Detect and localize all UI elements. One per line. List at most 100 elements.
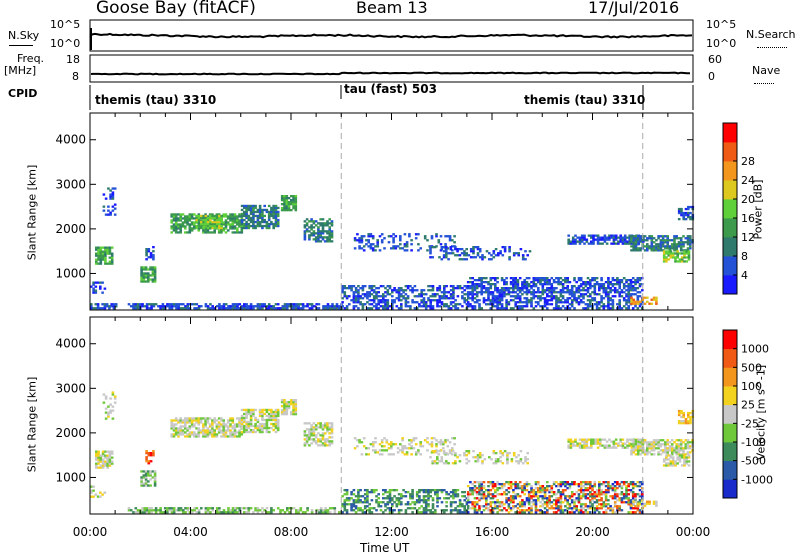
echo-cell	[523, 501, 526, 503]
echo-cell	[591, 279, 594, 281]
echo-cell	[331, 426, 334, 428]
echo-cell	[101, 303, 104, 305]
echo-cell	[200, 221, 203, 223]
echo-cell	[562, 509, 565, 511]
echo-cell	[617, 237, 620, 239]
echo-cell	[548, 497, 551, 499]
echo-cell	[406, 241, 409, 243]
echo-cell	[250, 507, 253, 509]
echo-cell	[574, 441, 577, 443]
echo-cell	[447, 462, 450, 464]
echo-cell	[673, 241, 676, 243]
echo-cell	[182, 213, 185, 215]
echo-cell	[109, 257, 112, 259]
echo-cell	[454, 495, 457, 497]
echo-cell	[469, 487, 472, 489]
echo-cell	[576, 443, 579, 445]
echo-cell	[355, 301, 358, 303]
echo-cell	[494, 287, 497, 289]
echo-cell	[630, 237, 633, 239]
echo-cell	[268, 303, 271, 305]
echo-cell	[432, 499, 435, 501]
echo-cell	[95, 465, 98, 467]
echo-cell	[366, 295, 369, 297]
echo-cell	[494, 507, 497, 509]
echo-cell	[499, 303, 502, 305]
echo-cell	[530, 485, 533, 487]
echo-cell	[445, 452, 448, 454]
echo-cell	[170, 423, 173, 425]
echo-cell	[261, 303, 264, 305]
echo-cell	[391, 503, 394, 505]
echo-cell	[609, 299, 612, 301]
echo-cell	[295, 305, 298, 307]
echo-cell	[682, 243, 685, 245]
echo-cell	[222, 423, 225, 425]
echo-cell	[612, 497, 615, 499]
echo-cell	[277, 419, 280, 421]
echo-cell	[578, 501, 581, 503]
echo-cell	[582, 489, 585, 491]
echo-cell	[613, 241, 616, 243]
echo-cell	[445, 295, 448, 297]
echo-cell	[612, 307, 615, 309]
echo-cell	[594, 297, 597, 299]
echo-cell	[214, 227, 217, 229]
echo-cell	[434, 509, 437, 511]
echo-cell	[523, 305, 526, 307]
echo-cell	[107, 416, 110, 418]
echo-cell	[535, 305, 538, 307]
echo-cell	[310, 228, 313, 230]
echo-cell	[168, 307, 171, 309]
echo-cell	[580, 497, 583, 499]
echo-cell	[227, 221, 230, 223]
echo-cell	[252, 307, 255, 309]
echo-cell	[497, 254, 500, 256]
echo-cell	[319, 434, 322, 436]
echo-cell	[300, 307, 303, 309]
echo-cell	[268, 217, 271, 219]
echo-cell	[371, 303, 374, 305]
echo-cell	[281, 203, 284, 205]
echo-cell	[539, 283, 542, 285]
echo-cell	[517, 287, 520, 289]
echo-cell	[443, 289, 446, 291]
echo-cell	[189, 431, 192, 433]
echo-cell	[154, 478, 157, 480]
echo-cell	[634, 493, 637, 495]
echo-cell	[601, 243, 604, 245]
echo-cell	[420, 299, 423, 301]
echo-cell	[259, 223, 262, 225]
echo-cell	[487, 481, 490, 483]
echo-cell	[398, 511, 401, 513]
echo-cell	[357, 299, 360, 301]
echo-cell	[447, 258, 450, 260]
echo-cell	[243, 431, 246, 433]
echo-cell	[143, 474, 146, 476]
echo-cell	[400, 493, 403, 495]
echo-cell	[238, 419, 241, 421]
echo-cell	[425, 505, 428, 507]
echo-cell	[523, 489, 526, 491]
echo-cell	[512, 507, 515, 509]
echo-cell	[657, 235, 660, 237]
echo-cell	[218, 427, 221, 429]
echo-cell	[200, 227, 203, 229]
echo-cell	[632, 287, 635, 289]
echo-cell	[607, 285, 610, 287]
echo-cell	[523, 291, 526, 293]
echo-cell	[111, 247, 114, 249]
echo-cell	[154, 470, 157, 472]
echo-cell	[350, 299, 353, 301]
echo-cell	[179, 231, 182, 233]
echo-cell	[625, 281, 628, 283]
echo-cell	[570, 441, 573, 443]
echo-cell	[283, 405, 286, 407]
echo-cell	[383, 449, 386, 451]
echo-cell	[687, 247, 690, 249]
echo-cell	[657, 243, 660, 245]
echo-cell	[632, 281, 635, 283]
echo-cell	[519, 297, 522, 299]
echo-cell	[592, 439, 595, 441]
echo-cell	[657, 237, 660, 239]
